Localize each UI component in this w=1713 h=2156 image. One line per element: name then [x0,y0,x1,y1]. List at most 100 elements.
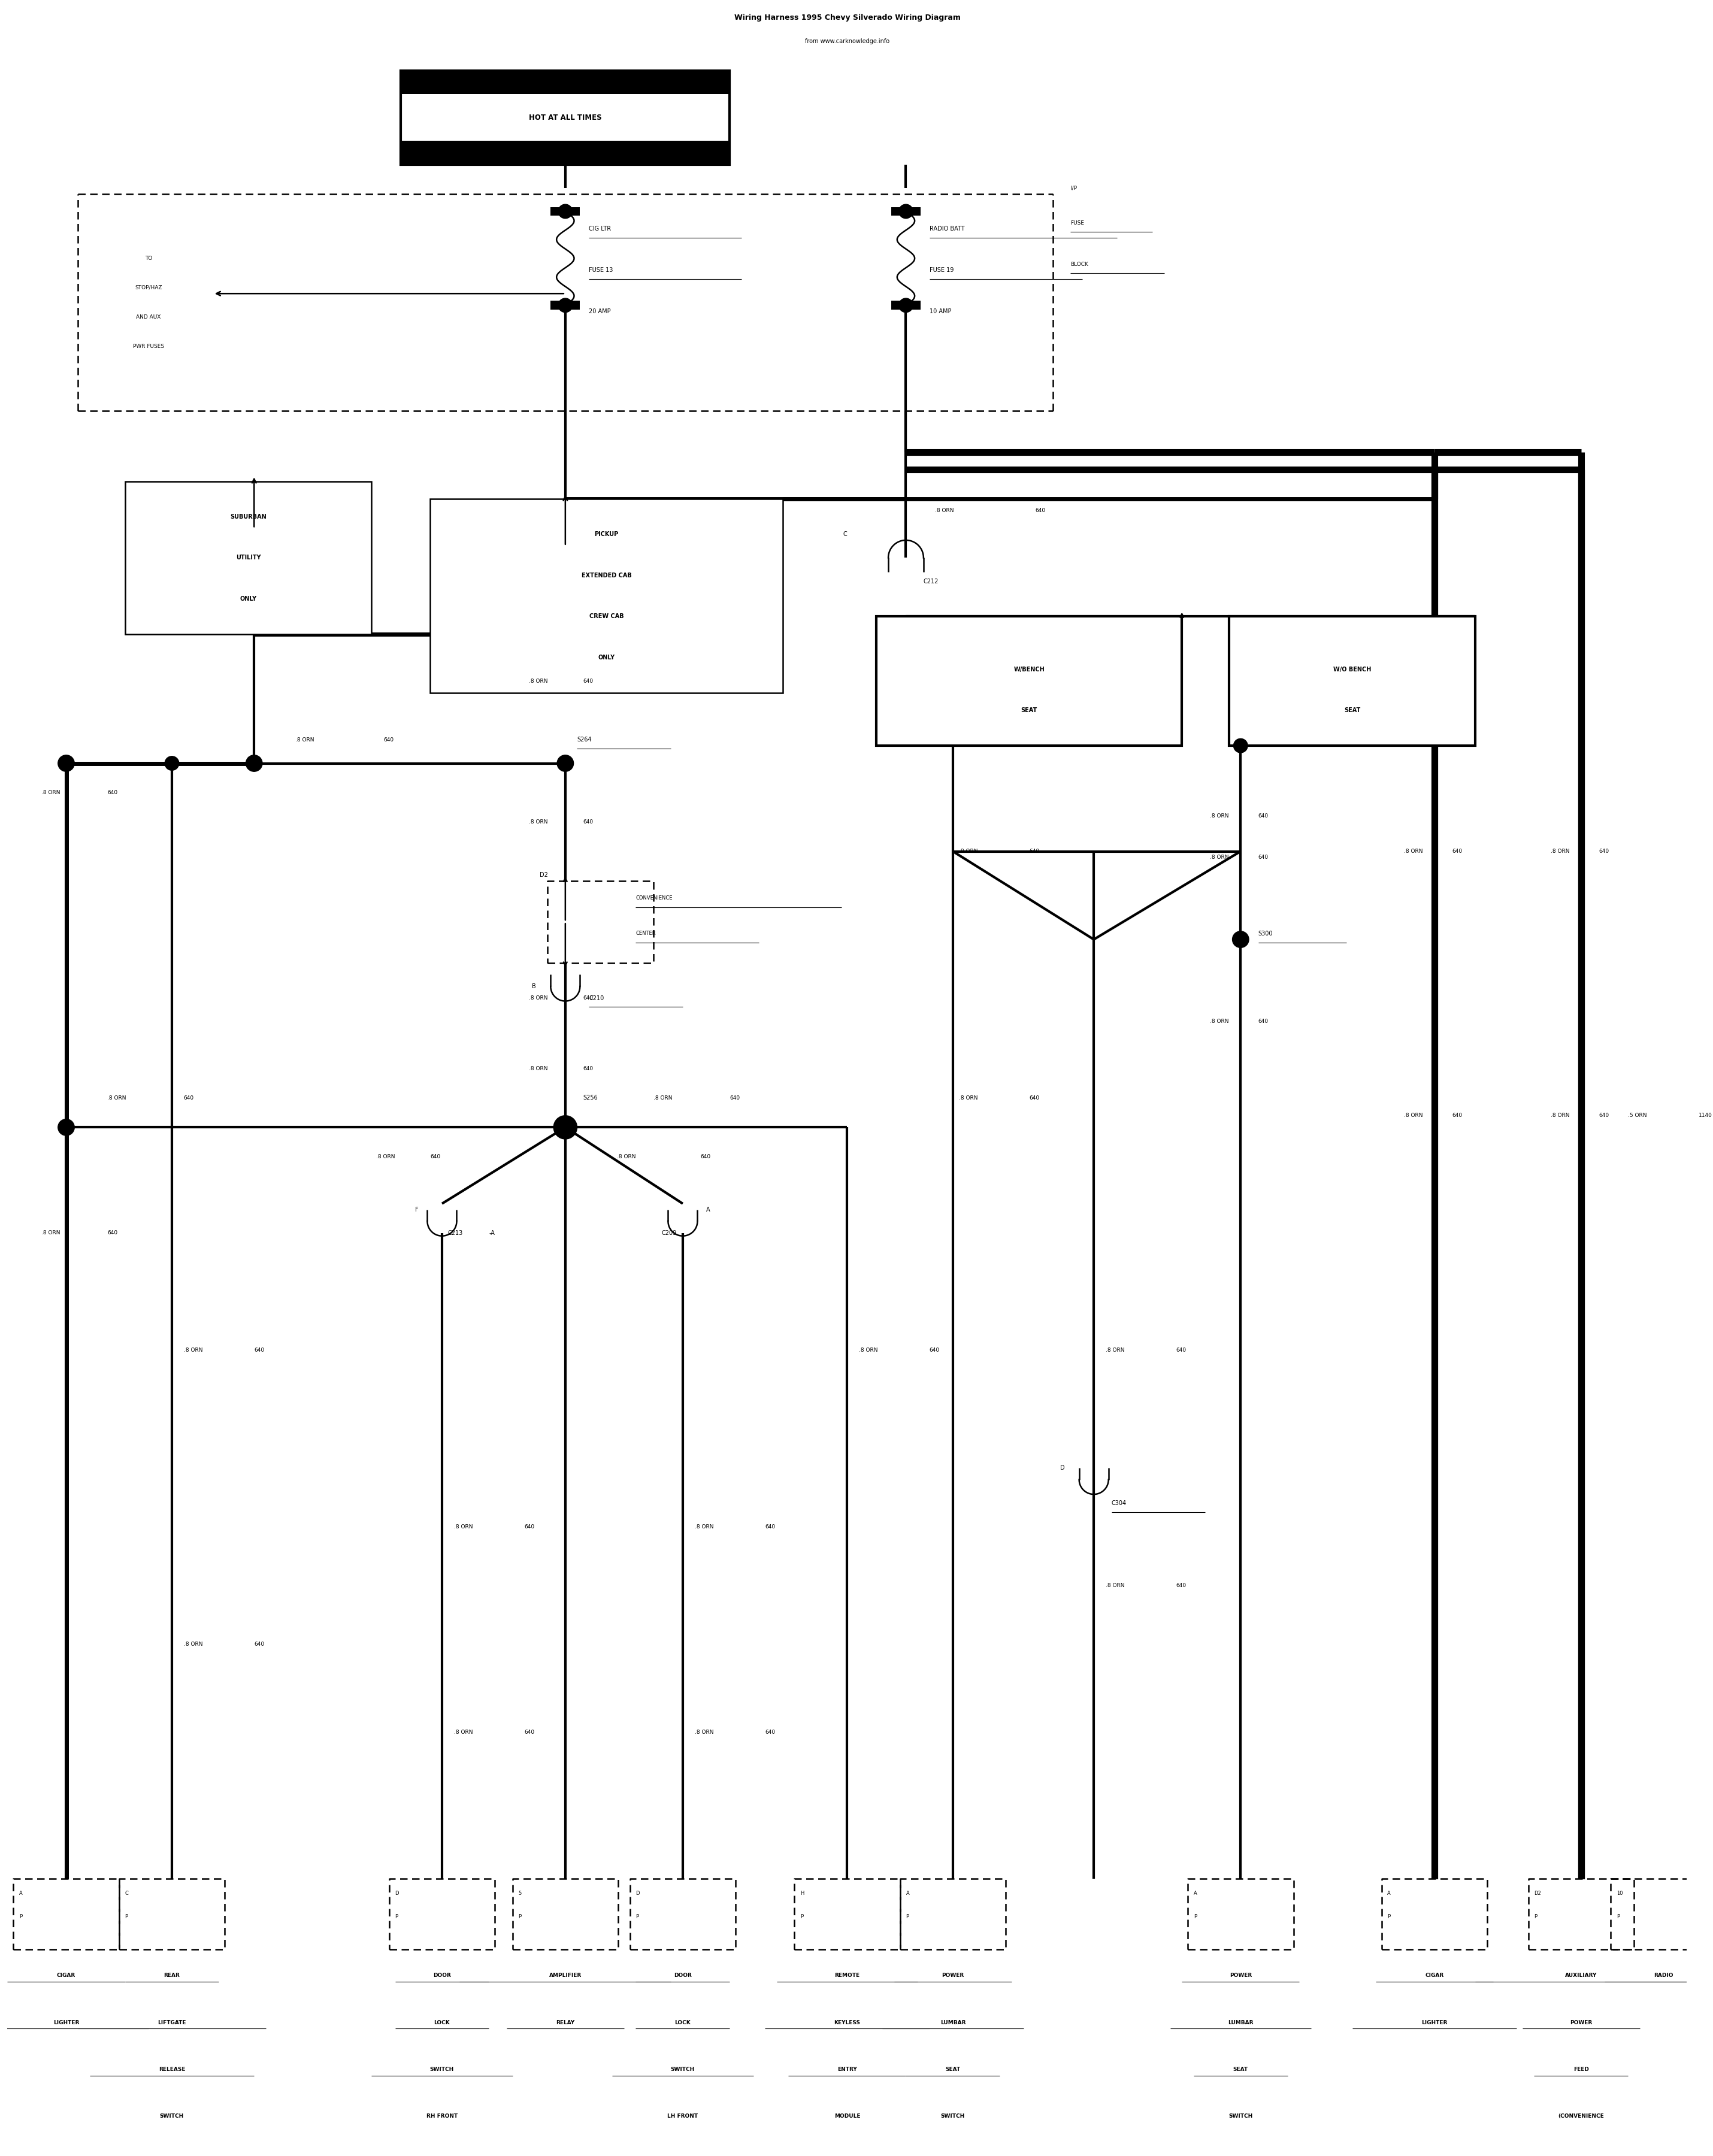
Text: 20 AMP: 20 AMP [589,308,612,315]
Text: .8 ORN: .8 ORN [1550,1112,1569,1119]
Text: RELEASE: RELEASE [159,2068,185,2072]
Text: SEAT: SEAT [1345,707,1360,714]
Text: .8 ORN: .8 ORN [1403,849,1422,854]
Text: SWITCH: SWITCH [1228,2113,1252,2119]
Text: 640: 640 [730,1095,740,1102]
Text: LIGHTER: LIGHTER [1422,2020,1447,2024]
Text: LIGHTER: LIGHTER [53,2020,79,2024]
Text: 640: 640 [1177,1348,1187,1354]
Text: A: A [906,1891,910,1895]
Text: AUXILIARY: AUXILIARY [1566,1973,1597,1979]
Text: .8 ORN: .8 ORN [183,1641,202,1647]
Circle shape [247,755,262,772]
Bar [550,302,581,310]
Text: 640: 640 [1453,849,1463,854]
Text: .8 ORN: .8 ORN [694,1729,713,1736]
Text: 640: 640 [1177,1583,1187,1589]
Text: RADIO BATT: RADIO BATT [930,226,964,233]
Text: 640: 640 [384,737,394,742]
Text: 640: 640 [930,1348,940,1354]
Text: LOCK: LOCK [433,2020,451,2024]
Text: .8 ORN: .8 ORN [108,1095,127,1102]
Text: RELAY: RELAY [557,2020,574,2024]
Text: A: A [706,1207,711,1212]
Text: 640: 640 [582,679,593,683]
Text: SEAT: SEAT [1233,2068,1249,2072]
Text: 10: 10 [1617,1891,1622,1895]
Text: LUMBAR: LUMBAR [1228,2020,1254,2024]
Text: CREW CAB: CREW CAB [589,614,624,619]
Text: REMOTE: REMOTE [834,1973,860,1979]
Text: POWER: POWER [942,1973,964,1979]
Circle shape [58,1119,74,1136]
Text: HOT AT ALL TIMES: HOT AT ALL TIMES [529,114,601,121]
Text: RH FRONT: RH FRONT [427,2113,457,2119]
Circle shape [557,755,574,772]
Text: 640: 640 [1259,813,1269,819]
Text: 640: 640 [254,1348,264,1354]
Text: FUSE 19: FUSE 19 [930,267,954,274]
Text: W/O BENCH: W/O BENCH [1333,666,1370,673]
Text: PWR FUSES: PWR FUSES [134,343,164,349]
Text: CONVENIENCE: CONVENIENCE [636,895,673,901]
Bar [550,207,581,216]
Text: 1140: 1140 [1699,1112,1713,1119]
Text: SWITCH: SWITCH [671,2068,695,2072]
Text: FUSE: FUSE [1071,220,1084,226]
Text: (CONVENIENCE: (CONVENIENCE [1559,2113,1603,2119]
Text: D2: D2 [1535,1891,1542,1895]
Circle shape [558,205,572,218]
Text: D: D [396,1891,399,1895]
Text: MODULE: MODULE [834,2113,860,2119]
Text: C212: C212 [923,578,939,584]
Text: .8 ORN: .8 ORN [1209,813,1228,819]
Text: .8 ORN: .8 ORN [529,1065,548,1072]
Text: 640: 640 [582,1065,593,1072]
Bar [401,71,730,95]
Text: 640: 640 [1030,849,1040,854]
Text: D: D [1060,1464,1064,1470]
Text: S256: S256 [582,1095,598,1102]
Text: A: A [1194,1891,1197,1895]
Text: CIG LTR: CIG LTR [589,226,612,233]
Text: Wiring Harness 1995 Chevy Silverado Wiring Diagram: Wiring Harness 1995 Chevy Silverado Wiri… [733,13,961,22]
Text: .8 ORN: .8 ORN [454,1729,473,1736]
Text: .8 ORN: .8 ORN [935,509,954,513]
Text: .8 ORN: .8 ORN [1403,1112,1422,1119]
Text: POWER: POWER [1571,2020,1593,2024]
Text: A: A [19,1891,22,1895]
Text: 640: 640 [254,1641,264,1647]
Text: SEAT: SEAT [1021,707,1038,714]
Text: .8 ORN: .8 ORN [959,1095,978,1102]
Text: 640: 640 [582,996,593,1000]
Text: .8 ORN: .8 ORN [1550,849,1569,854]
Circle shape [164,757,178,770]
Text: 640: 640 [766,1524,776,1529]
Text: .8 ORN: .8 ORN [1209,1020,1228,1024]
Text: DOOR: DOOR [673,1973,692,1979]
Text: H: H [800,1891,803,1895]
Text: .8 ORN: .8 ORN [1209,854,1228,860]
Text: ONLY: ONLY [598,655,615,660]
Text: P: P [1194,1915,1197,1919]
Text: SWITCH: SWITCH [940,2113,964,2119]
Bar [891,302,920,310]
Text: P: P [906,1915,910,1919]
Text: .8 ORN: .8 ORN [295,737,313,742]
Text: RADIO: RADIO [1653,1973,1674,1979]
Text: AMPLIFIER: AMPLIFIER [550,1973,582,1979]
Text: P: P [396,1915,397,1919]
Text: .8 ORN: .8 ORN [653,1095,671,1102]
Text: LH FRONT: LH FRONT [668,2113,699,2119]
Text: LOCK: LOCK [675,2020,690,2024]
Text: .8 ORN: .8 ORN [529,996,548,1000]
Text: P: P [1617,1915,1619,1919]
Text: 640: 640 [1035,509,1045,513]
Circle shape [1232,931,1249,949]
Circle shape [558,298,572,313]
Text: SUBURBAN: SUBURBAN [230,513,267,520]
Text: -A: -A [488,1231,495,1235]
Text: 640: 640 [1259,854,1269,860]
Text: .8 ORN: .8 ORN [529,679,548,683]
Text: 640: 640 [108,789,118,796]
